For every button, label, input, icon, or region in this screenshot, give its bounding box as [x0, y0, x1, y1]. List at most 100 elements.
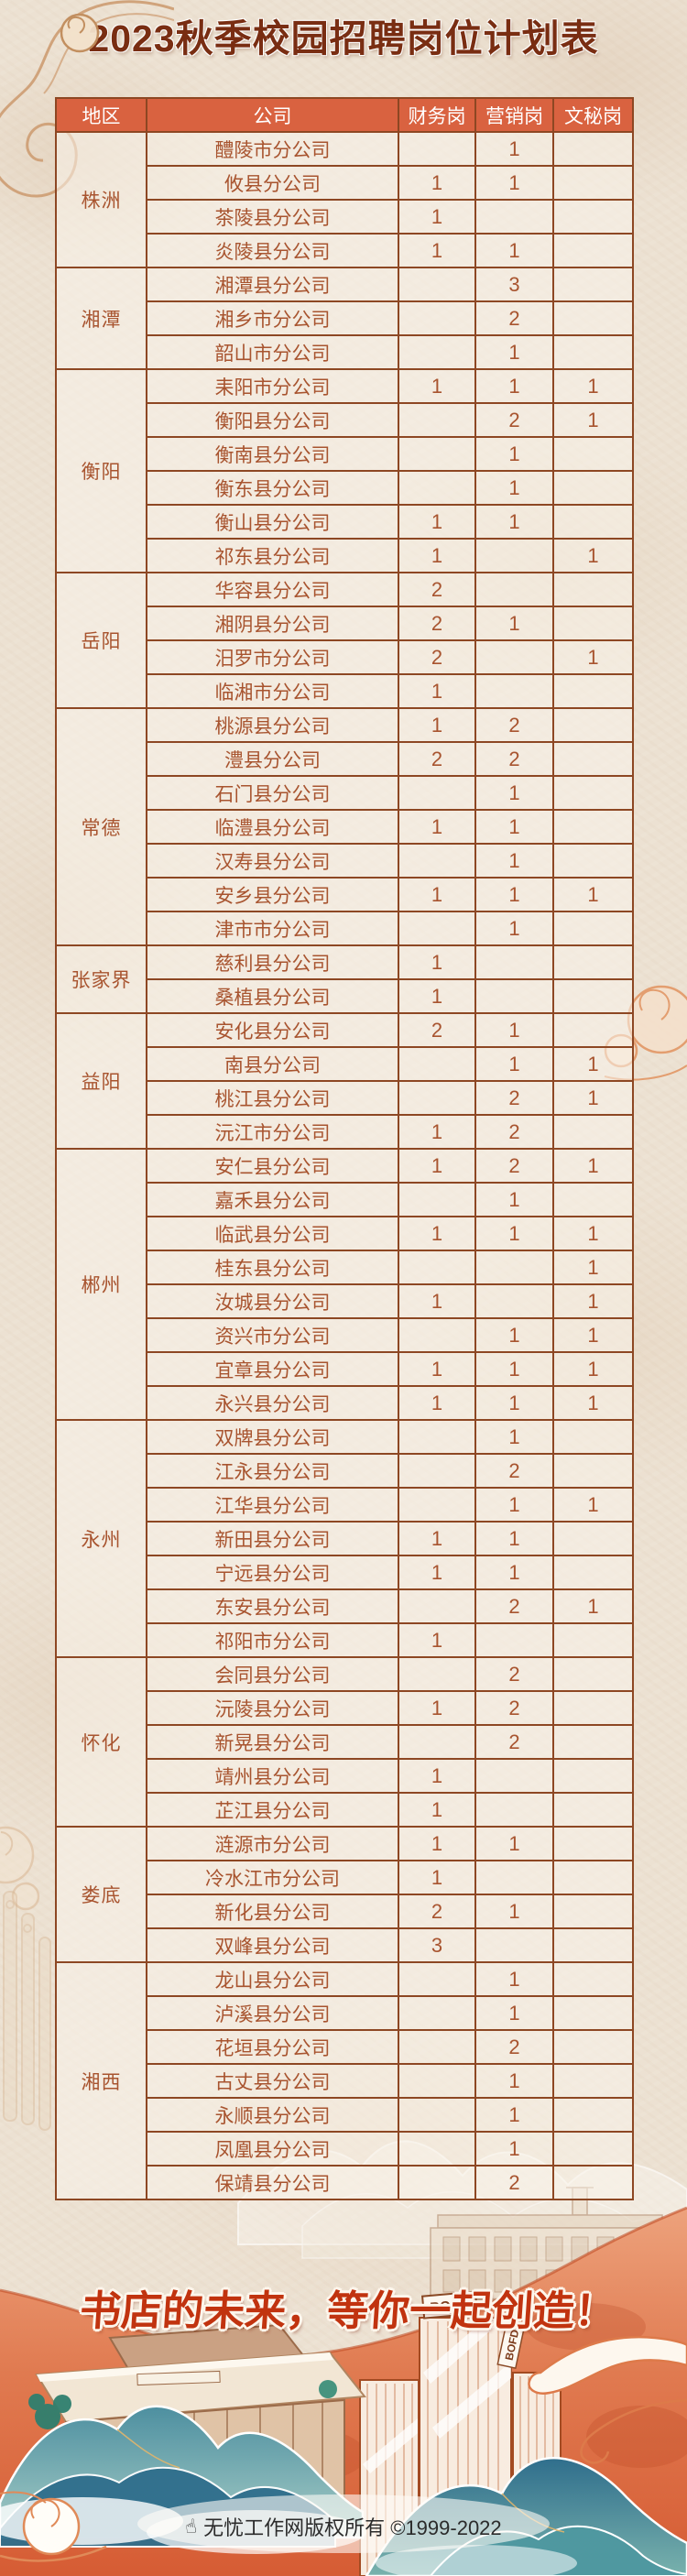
secretary-count-cell: 1	[552, 1487, 634, 1523]
table-row: 宜章县分公司 1 1 1	[56, 1351, 634, 1387]
finance-count-cell: 1	[398, 233, 476, 268]
company-cell: 石门县分公司	[146, 775, 399, 811]
marketing-count-cell	[474, 944, 554, 980]
finance-count-cell: 2	[398, 639, 476, 675]
secretary-count-cell	[552, 131, 634, 167]
table-row: 桑植县分公司 1	[56, 978, 634, 1014]
finance-count-cell	[398, 1995, 476, 2031]
finance-count-cell: 1	[398, 978, 476, 1014]
secretary-count-cell	[552, 1114, 634, 1150]
company-cell: 湘乡市分公司	[146, 300, 399, 336]
finance-count-cell: 3	[398, 1927, 476, 1963]
marketing-count-cell: 2	[474, 741, 554, 777]
secretary-count-cell	[552, 2165, 634, 2200]
table-row: 资兴市分公司 1 1	[56, 1317, 634, 1353]
company-cell: 湘潭县分公司	[146, 267, 399, 302]
marketing-count-cell: 1	[474, 2063, 554, 2099]
secretary-count-cell: 1	[552, 1148, 634, 1184]
finance-count-cell: 1	[398, 1792, 476, 1828]
marketing-count-cell	[474, 1860, 554, 1895]
marketing-count-cell: 1	[474, 1012, 554, 1048]
finance-count-cell	[398, 436, 476, 472]
marketing-count-cell: 2	[474, 2029, 554, 2065]
company-cell: 澧县分公司	[146, 741, 399, 777]
secretary-count-cell	[552, 436, 634, 472]
marketing-count-cell: 2	[474, 1724, 554, 1760]
foliage	[28, 2380, 337, 2429]
secretary-count-cell	[552, 1826, 634, 1861]
finance-count-cell	[398, 1046, 476, 1082]
table-row: 沅江市分公司 1 2	[56, 1114, 634, 1150]
marketing-count-cell: 1	[474, 504, 554, 540]
marketing-count-cell: 2	[474, 1588, 554, 1624]
finance-count-cell	[398, 1182, 476, 1217]
secretary-count-cell	[552, 1995, 634, 2031]
copyright-bar: ☝ 无忧工作网版权所有 ©1999-2022	[0, 2512, 687, 2541]
finance-count-cell	[398, 1419, 476, 1455]
table-row: 安乡县分公司 1 1 1	[56, 877, 634, 912]
finance-count-cell	[398, 402, 476, 438]
company-cell: 泸溪县分公司	[146, 1995, 399, 2031]
column-header-4: 文秘岗	[552, 97, 634, 133]
finance-count-cell: 1	[398, 165, 476, 201]
secretary-count-cell	[552, 1182, 634, 1217]
secretary-count-cell: 1	[552, 1317, 634, 1353]
building-sign: BOFO	[420, 2290, 479, 2319]
table-row: 汨罗市分公司 2 1	[56, 639, 634, 675]
region-cell: 娄底	[55, 1826, 147, 1963]
secretary-count-cell	[552, 1690, 634, 1726]
table-row: 湘西 龙山县分公司 1	[55, 1961, 634, 2200]
table-row: 临湘市分公司 1	[56, 673, 634, 709]
marketing-count-cell: 1	[474, 436, 554, 472]
company-cell: 桑植县分公司	[146, 978, 399, 1014]
secretary-count-cell	[552, 572, 634, 607]
header-row: 地区 公司 财务岗 营销岗 文秘岗	[55, 97, 634, 133]
company-cell: 茶陵县分公司	[146, 199, 399, 235]
marketing-count-cell: 2	[474, 300, 554, 336]
marketing-count-cell: 1	[474, 877, 554, 912]
marketing-count-cell: 1	[474, 1826, 554, 1861]
marketing-count-cell: 2	[474, 402, 554, 438]
company-cell: 古丈县分公司	[146, 2063, 399, 2099]
finance-count-cell	[398, 1487, 476, 1523]
table-row: 湘阴县分公司 2 1	[56, 606, 634, 641]
marketing-count-cell: 1	[474, 843, 554, 879]
table-row: 衡南县分公司 1	[56, 436, 634, 472]
marketing-count-cell: 2	[474, 1148, 554, 1184]
column-header-3: 营销岗	[474, 97, 554, 133]
finance-count-cell: 1	[398, 538, 476, 573]
company-cell: 新晃县分公司	[146, 1724, 399, 1760]
finance-count-cell	[398, 1588, 476, 1624]
finance-count-cell	[398, 2131, 476, 2167]
finance-count-cell	[398, 2063, 476, 2099]
company-cell: 临湘市分公司	[146, 673, 399, 709]
marketing-count-cell: 1	[474, 165, 554, 201]
finance-count-cell: 1	[398, 944, 476, 980]
secretary-count-cell	[552, 1758, 634, 1794]
table-row: 湘潭 湘潭县分公司 3	[55, 267, 634, 370]
page-title: 2023秋季校园招聘岗位计划表	[88, 17, 599, 60]
table-row: 祁东县分公司 1 1	[56, 538, 634, 573]
marketing-count-cell: 1	[474, 1419, 554, 1455]
secretary-count-cell	[552, 944, 634, 980]
company-cell: 攸县分公司	[146, 165, 399, 201]
secretary-count-cell	[552, 2029, 634, 2065]
finance-count-cell: 1	[398, 877, 476, 912]
hand-icon: ☝	[183, 2515, 199, 2538]
table-row: 益阳 安化县分公司 2 1	[55, 1012, 634, 1150]
secretary-count-cell	[552, 1894, 634, 1929]
finance-count-cell	[398, 1656, 476, 1692]
secretary-count-cell: 1	[552, 368, 634, 404]
region-cell: 常德	[55, 707, 147, 946]
company-cell: 嘉禾县分公司	[146, 1182, 399, 1217]
secretary-count-cell: 1	[552, 1588, 634, 1624]
marketing-count-cell: 1	[474, 606, 554, 641]
region-cell: 岳阳	[55, 572, 147, 709]
marketing-count-cell: 2	[474, 707, 554, 743]
marketing-count-cell: 1	[474, 1351, 554, 1387]
company-cell: 慈利县分公司	[146, 944, 399, 980]
table-row: 江华县分公司 1 1	[56, 1487, 634, 1523]
finance-count-cell: 1	[398, 1555, 476, 1590]
secretary-count-cell	[552, 911, 634, 946]
